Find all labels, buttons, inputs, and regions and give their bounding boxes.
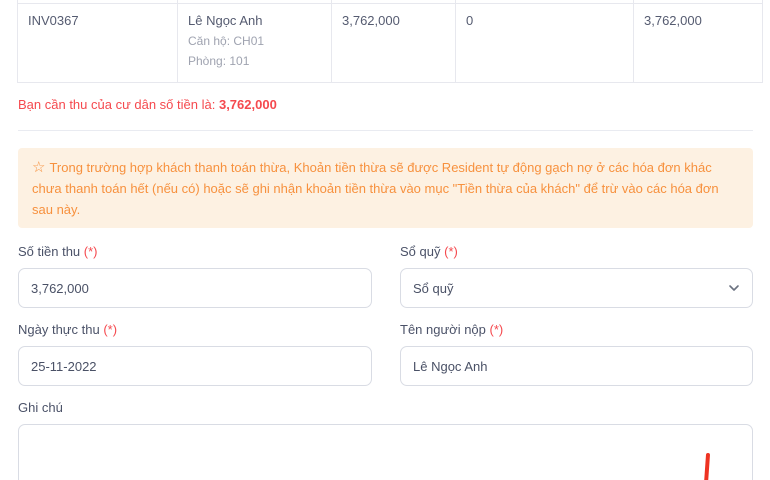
date-field-label-text: Ngày thực thu bbox=[18, 322, 100, 337]
overpayment-notice-text: Trong trường hợp khách thanh toán thừa, … bbox=[32, 160, 719, 217]
table-cell-spacer bbox=[332, 0, 456, 3]
payer-field-label: Tên người nộp (*) bbox=[400, 322, 753, 337]
note-field-label: Ghi chú bbox=[18, 400, 753, 415]
note-field-label-text: Ghi chú bbox=[18, 400, 63, 415]
payer-field-group: Tên người nộp (*) bbox=[400, 322, 753, 386]
required-marker: (*) bbox=[489, 322, 504, 337]
amount-due-value: 3,762,000 bbox=[218, 97, 277, 112]
amount-field-label: Số tiền thu (*) bbox=[18, 244, 372, 259]
required-marker: (*) bbox=[83, 244, 98, 259]
amount-field-group: Số tiền thu (*) bbox=[18, 244, 372, 308]
star-icon: ☆ bbox=[32, 159, 46, 176]
invoice-remaining-cell: 3,762,000 bbox=[634, 3, 762, 82]
fund-field-label-text: Sổ quỹ bbox=[400, 244, 441, 259]
date-field-group: Ngày thực thu (*) bbox=[18, 322, 372, 386]
amount-field-label-text: Số tiền thu bbox=[18, 244, 81, 259]
amount-input[interactable] bbox=[18, 268, 372, 308]
section-divider bbox=[18, 130, 753, 131]
required-marker: (*) bbox=[444, 244, 458, 259]
amount-due-summary: Bạn cần thu của cư dân số tiền là: 3,762… bbox=[18, 97, 277, 112]
customer-room: Phòng: 101 bbox=[188, 54, 250, 68]
invoice-paid-cell: 0 bbox=[456, 3, 634, 82]
table-cell-spacer bbox=[18, 0, 178, 3]
table-cell-spacer bbox=[178, 0, 332, 3]
note-textarea[interactable] bbox=[18, 424, 753, 480]
customer-cell: Lê Ngọc Anh Căn hộ: CH01 Phòng: 101 bbox=[178, 3, 332, 82]
fund-select[interactable]: Sổ quỹ bbox=[400, 268, 753, 308]
fund-field-group: Sổ quỹ (*) Sổ quỹ bbox=[400, 244, 753, 308]
invoice-table: INV0367 Lê Ngọc Anh Căn hộ: CH01 Phòng: … bbox=[17, 0, 763, 83]
date-input[interactable] bbox=[18, 346, 372, 386]
fund-select-value: Sổ quỹ bbox=[413, 280, 454, 296]
customer-apartment: Căn hộ: CH01 bbox=[188, 34, 265, 48]
customer-name: Lê Ngọc Anh bbox=[188, 13, 263, 28]
table-cell-spacer bbox=[456, 0, 634, 3]
payer-field-label-text: Tên người nộp bbox=[400, 322, 486, 337]
invoice-amount-cell: 3,762,000 bbox=[332, 3, 456, 82]
fund-field-label: Sổ quỹ (*) bbox=[400, 244, 753, 259]
amount-due-label: Bạn cần thu của cư dân số tiền là: bbox=[18, 97, 216, 112]
overpayment-notice: ☆ Trong trường hợp khách thanh toán thừa,… bbox=[18, 148, 753, 228]
payer-input[interactable] bbox=[400, 346, 753, 386]
invoice-code-cell: INV0367 bbox=[18, 3, 178, 82]
note-field-group: Ghi chú bbox=[18, 400, 753, 480]
required-marker: (*) bbox=[103, 322, 118, 337]
chevron-down-icon bbox=[728, 282, 740, 294]
date-field-label: Ngày thực thu (*) bbox=[18, 322, 372, 337]
